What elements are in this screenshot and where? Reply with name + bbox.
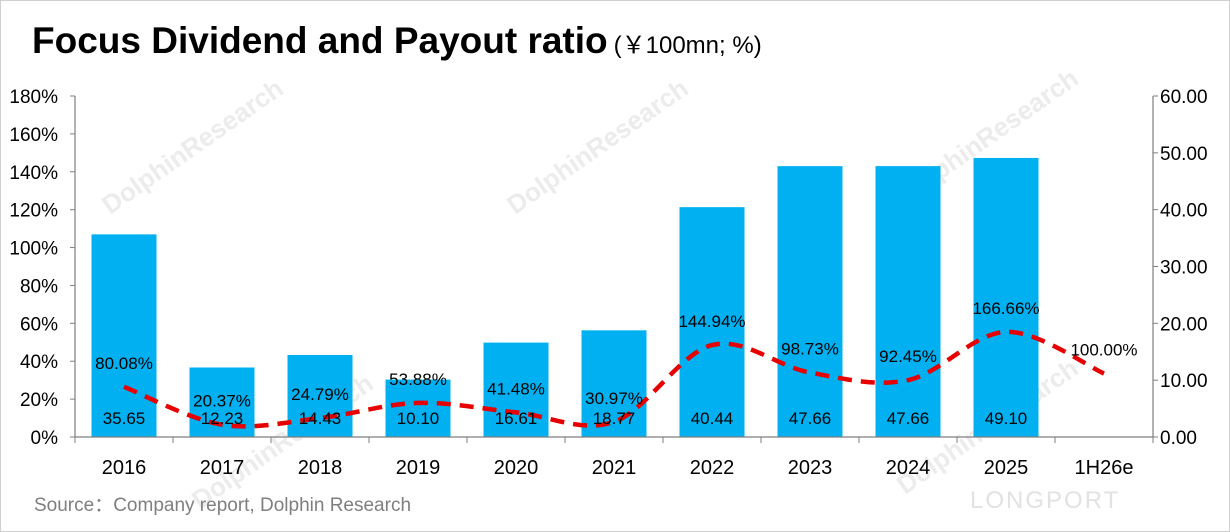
chart-unit: (￥100mn; %)	[613, 32, 762, 59]
right-tick-label: 20.00	[1160, 314, 1208, 335]
left-tick-label: 100%	[9, 239, 58, 260]
payout-ratio-label: 80.08%	[95, 354, 153, 373]
dividend-label: 12.23	[201, 409, 244, 428]
left-tick-label: 180%	[9, 87, 58, 108]
axes: 0% 20% 40% 60% 80% 100% 120% 140% 160% 180% 0.00 10…	[9, 87, 1207, 479]
dividend-bar	[581, 330, 647, 437]
right-tick-label: 50.00	[1160, 144, 1208, 165]
right-tick-label: 10.00	[1160, 371, 1208, 392]
x-tick-label: 2023	[788, 457, 833, 479]
payout-ratio-label: 53.88%	[389, 370, 447, 389]
dividend-bar	[875, 166, 941, 438]
left-tick-label: 120%	[9, 201, 58, 222]
dividend-label: 16.61	[495, 409, 538, 428]
dividend-label: 10.10	[397, 409, 440, 428]
x-tick-label: 2024	[886, 457, 931, 479]
dividend-bar	[973, 157, 1039, 437]
x-tick-label: 2018	[298, 457, 343, 479]
x-tick-label: 2021	[592, 457, 637, 479]
dividend-bar	[777, 166, 843, 438]
dividend-bar	[287, 354, 353, 437]
left-tick-label: 80%	[20, 276, 58, 297]
payout-ratio-line	[123, 329, 1105, 429]
x-tick-label: 2017	[200, 457, 245, 479]
left-tick-label: 40%	[20, 352, 58, 373]
dividend-label: 18.77	[593, 409, 636, 428]
line-series	[123, 329, 1105, 429]
dividend-label: 14.43	[299, 409, 342, 428]
payout-ratio-label: 144.94%	[678, 312, 745, 331]
payout-ratio-label: 92.45%	[879, 347, 937, 366]
left-tick-label: 160%	[9, 125, 58, 146]
dividend-label: 49.10	[985, 409, 1028, 428]
dividend-bar	[385, 379, 451, 437]
right-tick-label: 30.00	[1160, 258, 1208, 279]
x-tick-label: 2016	[102, 457, 147, 479]
payout-ratio-label: 24.79%	[291, 385, 349, 404]
dividend-bar	[91, 234, 157, 437]
x-tick-label: 2025	[984, 457, 1029, 479]
dividend-bar	[679, 207, 745, 437]
dividend-label: 35.65	[103, 409, 146, 428]
payout-ratio-label: 166.66%	[972, 299, 1039, 318]
dividend-label: 47.66	[887, 409, 930, 428]
longport-watermark: LONGPORT	[970, 487, 1121, 514]
payout-ratio-label: 30.97%	[585, 389, 643, 408]
watermark-text: DolphinResearch	[501, 73, 693, 220]
left-tick-label: 60%	[20, 314, 58, 335]
payout-ratio-label: 41.48%	[487, 379, 545, 398]
right-tick-label: 40.00	[1160, 201, 1208, 222]
chart-title: Focus Dividend and Payout ratio	[32, 20, 608, 61]
left-tick-label: 140%	[9, 163, 58, 184]
payout-ratio-label: 98.73%	[781, 340, 839, 359]
payout-ratio-label: 100.00%	[1070, 341, 1137, 360]
x-tick-label: 1H26e	[1075, 457, 1134, 479]
title-row: Focus Dividend and Payout ratio (￥100mn; …	[32, 20, 762, 62]
x-tick-label: 2019	[396, 457, 441, 479]
payout-ratio-label: 20.37%	[193, 392, 251, 411]
x-tick-label: 2022	[690, 457, 735, 479]
watermark-text: DolphinResearch	[96, 73, 288, 220]
left-tick-label: 20%	[20, 390, 58, 411]
source-note: Source：Company report, Dolphin Research	[34, 495, 412, 516]
x-tick-label: 2020	[494, 457, 539, 479]
left-tick-label: 0%	[31, 428, 59, 449]
dividend-label: 47.66	[789, 409, 832, 428]
dividend-label: 40.44	[691, 409, 734, 428]
right-tick-label: 0.00	[1160, 428, 1197, 449]
right-tick-label: 60.00	[1160, 87, 1208, 108]
dividend-bar	[483, 342, 549, 437]
data-labels: 35.65 12.23 14.43 10.10 16.61 18.77 40.44 47.66…	[95, 299, 1137, 428]
bar-series	[91, 157, 1039, 438]
